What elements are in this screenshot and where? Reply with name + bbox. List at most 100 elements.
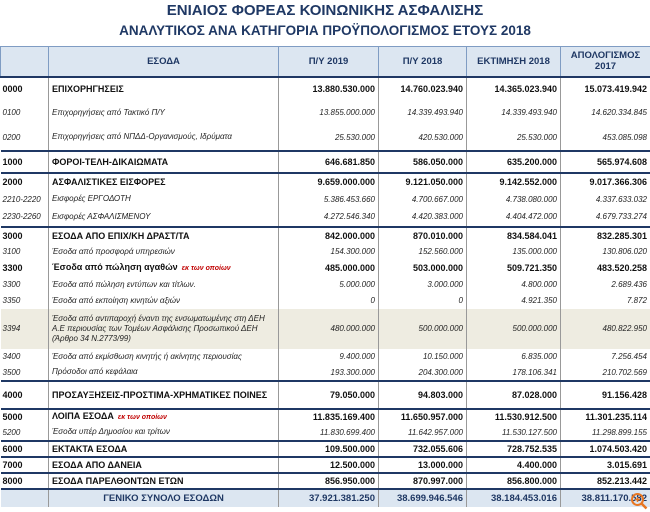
value-cell: 9.400.000 bbox=[278, 348, 379, 365]
value-cell: 856.950.000 bbox=[278, 471, 379, 489]
value-cell: 135.000.000 bbox=[466, 243, 561, 260]
value-cell: 646.681.850 bbox=[278, 149, 379, 173]
row-label: ΠΡΟΣΑΥΞΗΣΕΙΣ-ΠΡΟΣΤΙΜΑ-ΧΡΗΜΑΤΙΚΕΣ ΠΟΙΝΕΣ bbox=[48, 379, 279, 409]
value-cell: 4.337.633.032 bbox=[560, 190, 650, 208]
row-code: 0200 bbox=[0, 124, 49, 151]
value-cell: 109.500.000 bbox=[278, 439, 379, 457]
label-text: Εισφορές ΕΡΓΟΔΟΤΗ bbox=[52, 194, 131, 203]
value-cell: 15.073.419.942 bbox=[560, 75, 650, 101]
value-cell: 5.000.000 bbox=[278, 276, 379, 293]
row-label: ΑΣΦΑΛΙΣΤΙΚΕΣ ΕΙΣΦΟΡΕΣ bbox=[48, 171, 279, 191]
header-cell: ΑΠΟΛΟΓΙΣΜΟΣ 2017 bbox=[560, 46, 650, 78]
row-code: 2210-2220 bbox=[0, 190, 49, 208]
subtitle: ΑΝΑΛΥΤΙΚΟΣ ΑΝΑ ΚΑΤΗΓΟΡΙΑ ΠΡΟΫΠΟΛΟΓΙΣΜΟΣ … bbox=[119, 23, 531, 38]
value-cell: 130.806.020 bbox=[560, 243, 650, 260]
row-code: 3000 bbox=[0, 225, 49, 244]
row-code: 0100 bbox=[0, 100, 49, 125]
value-cell: 728.752.535 bbox=[466, 439, 561, 457]
row-code: 3300 bbox=[0, 276, 49, 293]
table-row: 3500 Πρόσοδοι από κεφάλαια 193.300.000 204.… bbox=[0, 364, 650, 381]
value-cell: 154.300.000 bbox=[278, 243, 379, 260]
value-cell: 193.300.000 bbox=[278, 364, 379, 381]
row-label: ΕΠΙΧΟΡΗΓΗΣΕΙΣ bbox=[48, 75, 279, 101]
value-cell: 25.530.000 bbox=[466, 124, 561, 151]
label-text: Έσοδα υπέρ Δημοσίου και τρίτων bbox=[52, 427, 170, 436]
row-code: 5000 bbox=[0, 407, 49, 425]
value-cell: 9.659.000.000 bbox=[278, 171, 379, 191]
row-label: Έσοδα από εκμίσθωση κινητής ή ακίνητης π… bbox=[48, 348, 279, 365]
row-label: Έσοδα υπέρ Δημοσίου και τρίτων bbox=[48, 424, 279, 441]
row-label: ΕΣΟΔΑ ΑΠΟ ΔΑΝΕΙΑ bbox=[48, 455, 279, 473]
row-label: Έσοδα από πώληση εντύπων και τίτλων. bbox=[48, 276, 279, 293]
value-cell: 485.000.000 bbox=[278, 259, 379, 277]
label-note: εκ των οποίων bbox=[181, 265, 231, 272]
table-row: 2230-2260 Εισφορές ΑΣΦΑΛΙΣΜΕΝΟΥ 4.272.546.… bbox=[0, 207, 650, 227]
row-code: 2000 bbox=[0, 171, 49, 191]
value-cell: 4.800.000 bbox=[466, 276, 561, 293]
value-cell: 11.530.912.500 bbox=[466, 407, 561, 425]
value-cell: 500.000.000 bbox=[466, 308, 561, 349]
zoom-icon[interactable] bbox=[630, 492, 648, 510]
row-code: 2230-2260 bbox=[0, 207, 49, 227]
table-row: 3000 ΕΣΟΔΑ ΑΠΟ ΕΠΙΧ/ΚΗ ΔΡΑΣΤ/ΤΑ 842.000.00… bbox=[0, 225, 650, 244]
value-cell: 152.560.000 bbox=[378, 243, 467, 260]
table-row: 0200 Επιχορηγήσεις από ΝΠΔΔ-Οργανισμούς, … bbox=[0, 124, 650, 151]
value-cell: 11.642.957.000 bbox=[378, 424, 467, 441]
table-row: 3394 Έσοδα από αντιπαροχή έναντι της ενσω… bbox=[0, 308, 650, 349]
value-cell: 0 bbox=[278, 292, 379, 309]
value-cell: 7.872 bbox=[560, 292, 650, 309]
value-cell: 732.055.606 bbox=[378, 439, 467, 457]
row-code: 3100 bbox=[0, 243, 49, 260]
table-row: 6000 ΕΚΤΑΚΤΑ ΕΣΟΔΑ 109.500.000 732.055.606 7… bbox=[0, 439, 650, 457]
row-label: Έσοδα από εκποίηση κινητών αξιών bbox=[48, 292, 279, 309]
value-cell: 87.028.000 bbox=[466, 379, 561, 409]
label-text: ΑΣΦΑΛΙΣΤΙΚΕΣ ΕΙΣΦΟΡΕΣ bbox=[52, 177, 166, 187]
label-text: Έσοδα από πώληση εντύπων και τίτλων. bbox=[52, 279, 196, 289]
label-text: ΕΚΤΑΚΤΑ ΕΣΟΔΑ bbox=[52, 443, 128, 454]
label-text: Έσοδα από εκποίηση κινητών αξιών bbox=[52, 295, 181, 305]
value-cell: 11.298.899.155 bbox=[560, 424, 650, 441]
value-cell: 4.679.733.274 bbox=[560, 207, 650, 227]
value-cell: 480.822.950 bbox=[560, 308, 650, 349]
table-row: 5000 ΛΟΙΠΑ ΕΣΟΔΑ εκ των οποίων 11.835.169.4… bbox=[0, 407, 650, 425]
value-cell: 10.150.000 bbox=[378, 348, 467, 365]
row-code: 7000 bbox=[0, 455, 49, 473]
value-cell: 9.017.366.306 bbox=[560, 171, 650, 191]
value-cell: 852.213.442 bbox=[560, 471, 650, 489]
value-cell: 11.530.127.500 bbox=[466, 424, 561, 441]
value-cell: 856.800.000 bbox=[466, 471, 561, 489]
label-text: ΕΣΟΔΑ ΠΑΡΕΛΘΟΝΤΩΝ ΕΤΩΝ bbox=[52, 475, 184, 486]
value-cell: 842.000.000 bbox=[278, 225, 379, 244]
row-code: 3300 bbox=[0, 259, 49, 277]
value-cell: 13.855.000.000 bbox=[278, 100, 379, 125]
total-value: 38.184.453.016 bbox=[466, 487, 561, 507]
header-cell bbox=[0, 46, 49, 78]
value-cell: 4.400.000 bbox=[466, 455, 561, 473]
value-cell: 480.000.000 bbox=[278, 308, 379, 349]
value-cell: 14.339.493.940 bbox=[378, 100, 467, 125]
table-row: 0000 ΕΠΙΧΟΡΗΓΗΣΕΙΣ 13.880.530.000 14.760.02… bbox=[0, 75, 650, 101]
value-cell: 4.921.350 bbox=[466, 292, 561, 309]
table-row: 3300 Έσοδα από πώληση εντύπων και τίτλων.… bbox=[0, 276, 650, 293]
total-row: ΓΕΝΙΚΟ ΣΥΝΟΛΟ ΕΣΟΔΩΝ 37.921.381.250 38.699… bbox=[0, 487, 650, 507]
value-cell: 4.272.546.340 bbox=[278, 207, 379, 227]
value-cell: 509.721.350 bbox=[466, 259, 561, 277]
table-row: 3350 Έσοδα από εκποίηση κινητών αξιών 0 0 4.… bbox=[0, 292, 650, 309]
value-cell: 6.835.000 bbox=[466, 348, 561, 365]
row-label: ΕΚΤΑΚΤΑ ΕΣΟΔΑ bbox=[48, 439, 279, 457]
value-cell: 14.620.334.845 bbox=[560, 100, 650, 125]
label-text: Εισφορές ΑΣΦΑΛΙΣΜΕΝΟΥ bbox=[52, 211, 151, 221]
value-cell: 3.000.000 bbox=[378, 276, 467, 293]
table-row: 3300 Έσοδα από πώληση αγαθών εκ των οποίων… bbox=[0, 259, 650, 277]
table-row: 8000 ΕΣΟΔΑ ΠΑΡΕΛΘΟΝΤΩΝ ΕΤΩΝ 856.950.000 870… bbox=[0, 471, 650, 489]
total-code bbox=[0, 487, 49, 507]
value-cell: 210.702.569 bbox=[560, 364, 650, 381]
value-cell: 7.256.454 bbox=[560, 348, 650, 365]
value-cell: 4.420.383.000 bbox=[378, 207, 467, 227]
value-cell: 79.050.000 bbox=[278, 379, 379, 409]
label-text: ΕΣΟΔΑ ΑΠΟ ΕΠΙΧ/ΚΗ ΔΡΑΣΤ/ΤΑ bbox=[52, 230, 190, 241]
table-row: 7000 ΕΣΟΔΑ ΑΠΟ ΔΑΝΕΙΑ 12.500.000 13.000.000… bbox=[0, 455, 650, 473]
row-code: 0000 bbox=[0, 75, 49, 101]
value-cell: 11.301.235.114 bbox=[560, 407, 650, 425]
value-cell: 13.880.530.000 bbox=[278, 75, 379, 101]
